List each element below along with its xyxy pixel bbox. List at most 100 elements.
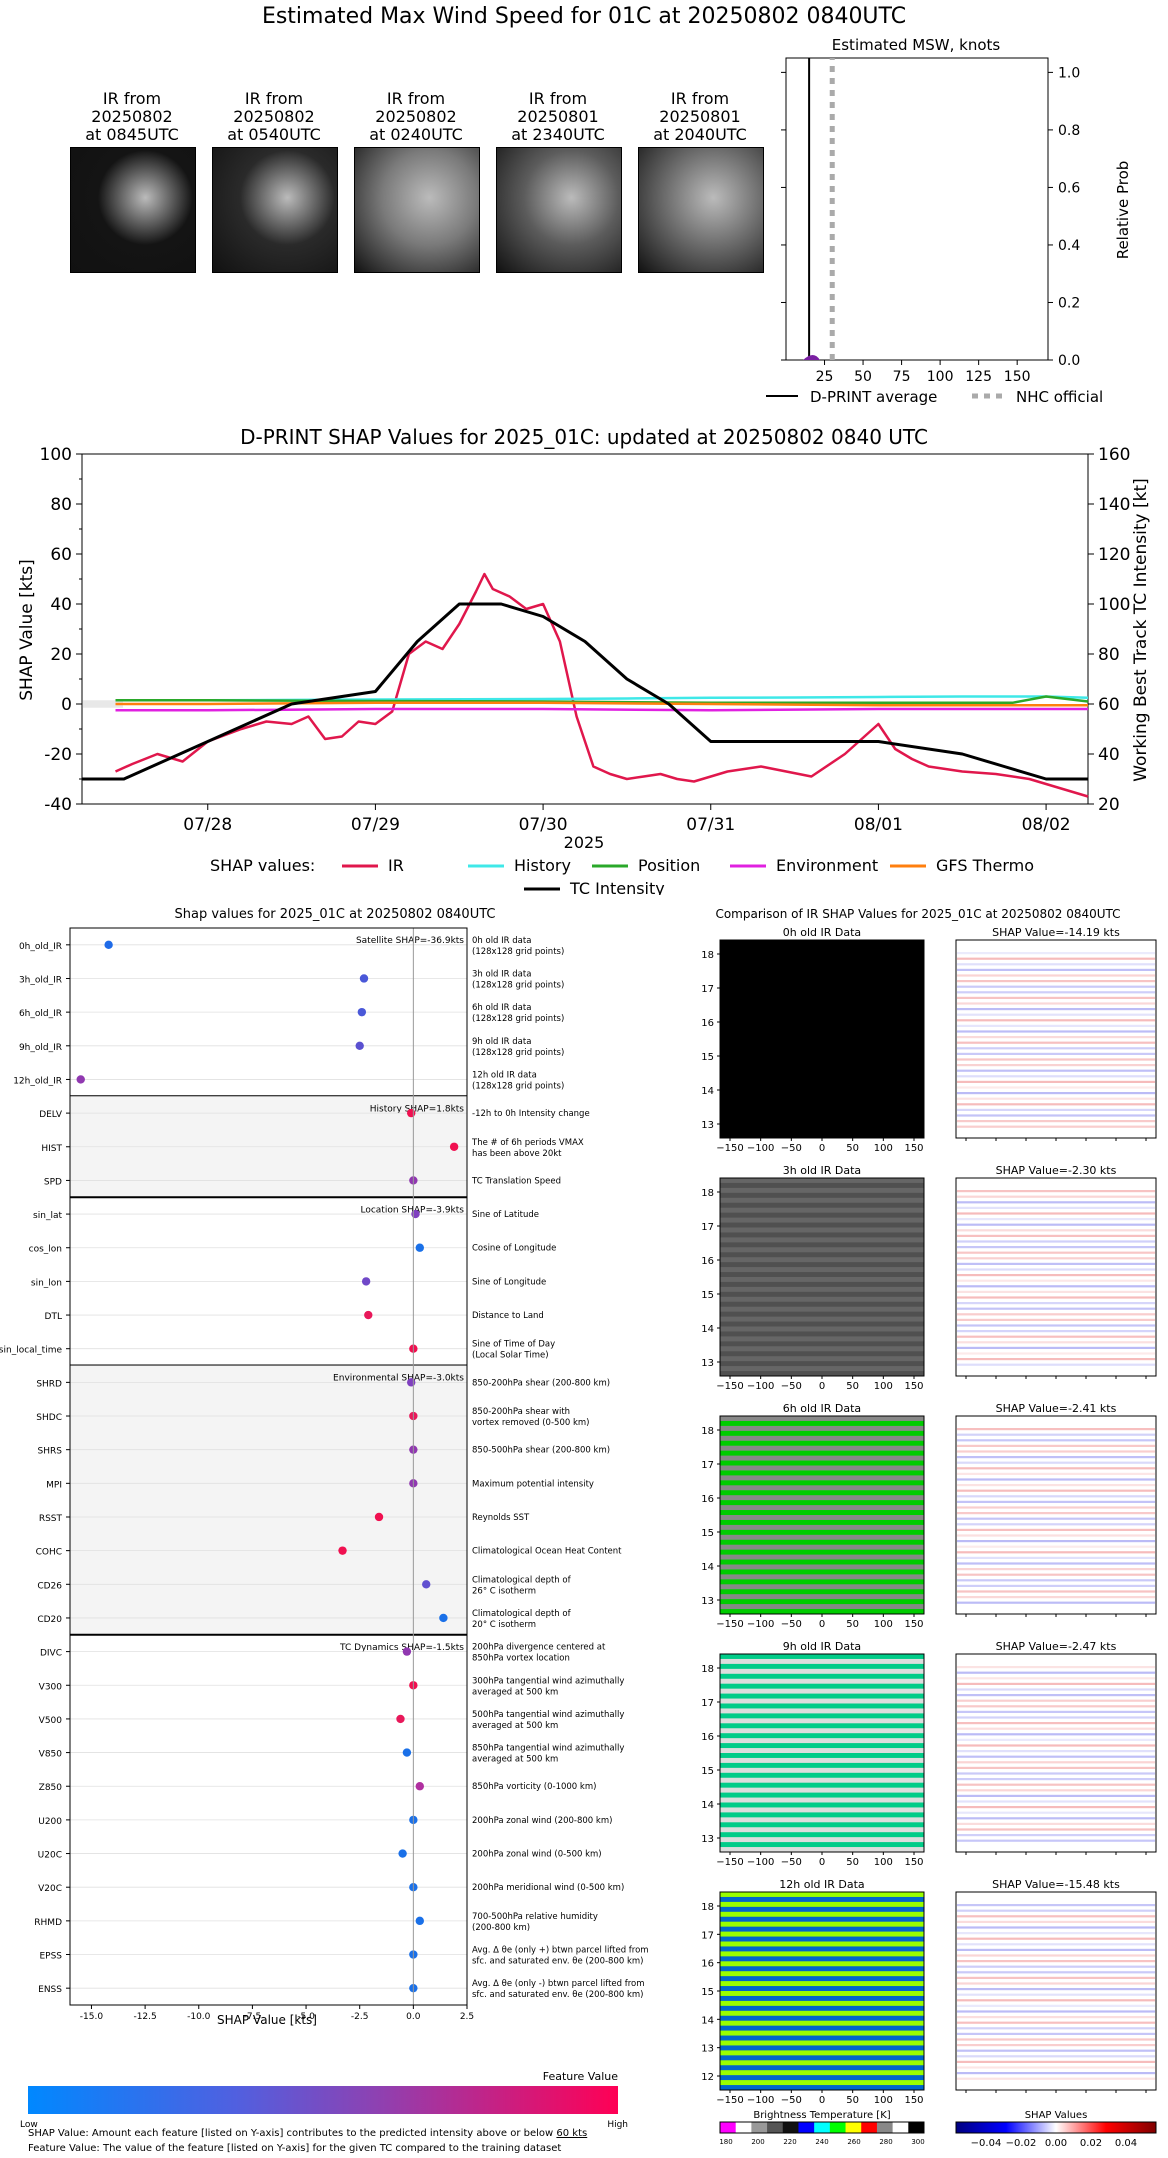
bt-colorbar-segment <box>751 2122 768 2133</box>
shap-band <box>957 1806 1155 1809</box>
feature-name: sin_local_time <box>0 1346 62 1356</box>
shap-band <box>957 1772 1155 1775</box>
ir-band <box>720 1133 924 1139</box>
sat-tile-l1: IR from <box>670 89 730 108</box>
ir-band <box>720 1599 924 1605</box>
ir-band <box>720 940 924 946</box>
ir-band <box>720 1098 924 1104</box>
ir-ytick-label: 17 <box>701 1930 714 1941</box>
shap-band <box>957 1943 1155 1946</box>
shap-panel-title: SHAP Value=-2.30 kts <box>996 1164 1117 1177</box>
shap-band <box>957 2055 1155 2058</box>
ir-band <box>720 1510 924 1516</box>
ts-ytick-label: 0 <box>61 695 72 715</box>
ir-xtick-label: 50 <box>846 2095 859 2106</box>
sat-tile-l3: at 0240UTC <box>369 125 463 144</box>
shap-colorbar-tick: 0.02 <box>1080 2138 1102 2149</box>
shap-axes <box>955 1891 1157 2091</box>
shap-band <box>957 1800 1155 1803</box>
shap-band <box>957 1024 1155 1027</box>
feature-dot <box>338 1546 347 1555</box>
shap-band <box>957 963 1155 966</box>
ir-xtick-label: −150 <box>716 2095 743 2106</box>
feature-name: CD26 <box>37 1581 62 1591</box>
shap-band <box>957 1755 1155 1758</box>
feature-desc: 300hPa tangential wind azimuthally <box>472 1676 624 1686</box>
main-title: Estimated Max Wind Speed for 01C at 2025… <box>261 4 907 29</box>
feature-desc2: has been above 20kt <box>472 1149 562 1159</box>
series-tc-intensity <box>82 602 1088 781</box>
shap-band <box>957 1201 1155 1204</box>
ts-y2tick-label: 40 <box>1098 745 1120 765</box>
ir-band <box>720 1896 924 1903</box>
legend-title: SHAP values: <box>210 856 315 875</box>
shap-band <box>957 1976 1155 1979</box>
ir-band <box>720 1762 924 1769</box>
bt-colorbar-segment <box>908 2122 925 2133</box>
msw-ytick-label: 0.6 <box>1058 180 1080 196</box>
group-label: History SHAP=1.8kts <box>370 1104 465 1114</box>
ir-band <box>720 1103 924 1109</box>
ir-band <box>720 1495 924 1501</box>
ir-band <box>720 1291 924 1298</box>
ir-band <box>720 1892 924 1898</box>
series-environment <box>115 707 1088 712</box>
sat-tile-l1: IR from <box>244 89 304 108</box>
ir-ytick-label: 16 <box>701 1256 714 1267</box>
shap-band <box>957 1932 1155 1935</box>
ir-ytick-label: 13 <box>701 2044 714 2055</box>
feature-xtick-label: -10.0 <box>187 2012 211 2022</box>
ir-band <box>720 1034 924 1040</box>
ir-band <box>720 2040 924 2046</box>
shap-band <box>957 1318 1155 1321</box>
shap-band <box>957 1960 1155 1963</box>
ir-band <box>720 1584 924 1590</box>
feature-desc: Sine of Latitude <box>472 1210 539 1220</box>
feature-panel-title: Shap values for 2025_01C at 20250802 084… <box>175 907 496 922</box>
shap-band <box>957 2016 1155 2019</box>
footer-line1: SHAP Value: Amount each feature [listed … <box>28 2128 587 2139</box>
shap-band <box>957 1727 1155 1730</box>
ir-band <box>720 1668 924 1675</box>
ir-xtick-label: 50 <box>846 1619 859 1630</box>
shap-band <box>957 1461 1155 1464</box>
feature-name: HIST <box>41 1144 62 1154</box>
ir-band <box>720 1207 924 1214</box>
ir-band <box>720 1797 924 1803</box>
ir-band <box>720 1976 924 1982</box>
ir-xtick-label: 0 <box>819 1381 825 1392</box>
sat-tile-l2: 20250802 <box>375 107 457 126</box>
shap-band <box>957 1103 1155 1106</box>
group-label: Environmental SHAP=-3.0kts <box>333 1374 464 1384</box>
feature-name: 0h_old_IR <box>19 942 62 952</box>
ir-band <box>720 1515 924 1521</box>
feature-dot <box>422 1580 431 1589</box>
comparison-title: Comparison of IR SHAP Values for 2025_01… <box>715 907 1120 921</box>
ir-xtick-label: 50 <box>846 1143 859 1154</box>
ts-ytick-label: 20 <box>50 645 72 665</box>
ir-xtick-label: 150 <box>904 1619 923 1630</box>
ir-band <box>720 1475 924 1481</box>
ir-band <box>720 1782 924 1789</box>
ir-band <box>720 1713 924 1719</box>
feature-dot <box>415 1243 424 1252</box>
feature-dot <box>415 1916 424 1926</box>
shap-band <box>957 1296 1155 1299</box>
timeseries-y2label: Working Best Track TC Intensity [kt] <box>1131 478 1151 782</box>
feature-desc: The # of 6h periods VMAX <box>471 1138 584 1148</box>
shap-band <box>957 1108 1155 1111</box>
ir-band <box>720 1663 924 1670</box>
msw-xtick-label: 150 <box>1004 369 1031 385</box>
feature-name: COHC <box>36 1548 62 1558</box>
shap-band <box>957 1590 1155 1593</box>
ir-band <box>720 1733 924 1739</box>
ir-band <box>720 1609 924 1615</box>
shap-band <box>957 1274 1155 1277</box>
ir-band <box>720 1445 924 1452</box>
feature-desc: Reynolds SST <box>472 1513 530 1523</box>
feature-dot <box>407 1378 416 1387</box>
shap-axes <box>955 1415 1157 1615</box>
shap-band <box>957 1926 1155 1929</box>
feature-name: RSST <box>39 1514 63 1524</box>
ir-band <box>720 1019 924 1025</box>
